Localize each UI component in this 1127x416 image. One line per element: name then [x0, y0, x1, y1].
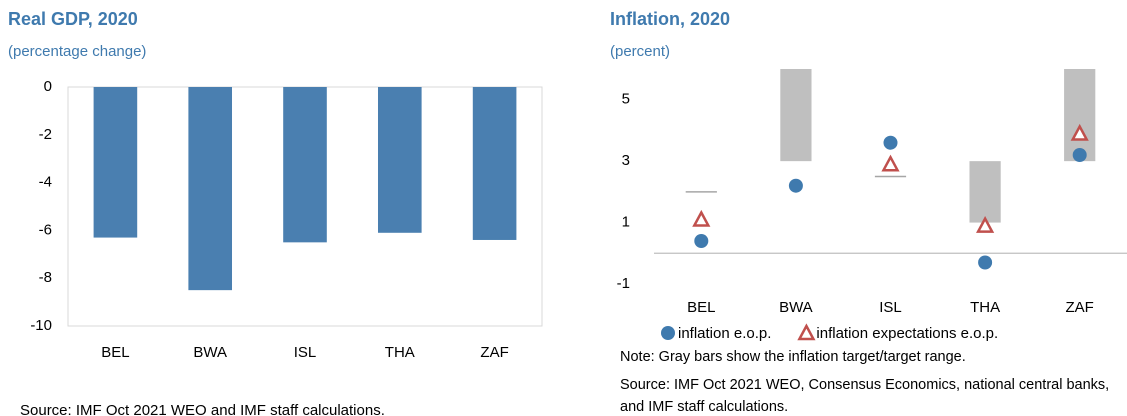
x-tick-label: BEL	[687, 299, 715, 316]
y-tick-label: 1	[622, 214, 630, 231]
x-tick-label: BEL	[101, 344, 129, 361]
x-tick-label: ISL	[294, 344, 317, 361]
bar	[472, 87, 517, 240]
bar	[188, 87, 233, 291]
bar	[93, 87, 138, 238]
y-tick-label: 5	[622, 91, 630, 108]
legend-label: inflation expectations e.o.p.	[816, 325, 998, 342]
bar	[377, 87, 422, 233]
y-tick-label: -1	[617, 275, 630, 292]
source: Source: IMF Oct 2021 WEO, Consensus Econ…	[620, 377, 1110, 415]
y-tick-label: 3	[622, 152, 630, 169]
y-tick-label: -10	[30, 317, 52, 334]
triangle	[881, 154, 900, 172]
gdp-chart: Real GDP, 2020 (percentage change) Sourc…	[8, 9, 543, 416]
y-tick-label: -4	[39, 174, 52, 191]
x-tick-label: THA	[385, 344, 415, 361]
note: Note: Gray bars show the inflation targe…	[620, 349, 966, 365]
x-tick-label: ZAF	[1066, 299, 1094, 316]
bar	[283, 87, 327, 243]
x-tick-label: ZAF	[480, 344, 508, 361]
target-range	[1064, 69, 1096, 162]
dot	[694, 234, 709, 248]
triangle	[797, 323, 816, 341]
dot	[1072, 148, 1087, 162]
y-tick-label: -2	[39, 126, 52, 143]
chart-title: Real GDP, 2020	[8, 9, 138, 29]
y-tick-label: 0	[44, 78, 52, 95]
x-tick-label: THA	[970, 299, 1000, 316]
chart-subtitle: (percent)	[610, 43, 670, 60]
y-tick-label: -8	[39, 269, 52, 286]
dot	[978, 255, 993, 270]
x-tick-label: ISL	[879, 299, 902, 316]
x-tick-label: BWA	[193, 344, 227, 361]
inflation-chart: Inflation, 2020 (percent) 5 3 1 -1 BEL BWA ISL…	[610, 9, 1127, 342]
dot	[788, 178, 803, 193]
triangle	[1070, 123, 1089, 141]
chart-title: Inflation, 2020	[610, 9, 730, 29]
dot	[661, 326, 675, 340]
dot	[883, 135, 898, 150]
triangle	[976, 216, 995, 233]
legend-label: inflation e.o.p.	[678, 325, 771, 342]
target-range	[969, 161, 1001, 223]
triangle	[692, 209, 711, 227]
chart-subtitle: (percentage change)	[8, 43, 146, 60]
x-tick-label: BWA	[779, 299, 813, 316]
y-tick-label: -6	[39, 221, 52, 238]
source: Source: IMF Oct 2021 WEO and IMF staff c…	[20, 402, 385, 416]
target-range	[780, 69, 812, 162]
